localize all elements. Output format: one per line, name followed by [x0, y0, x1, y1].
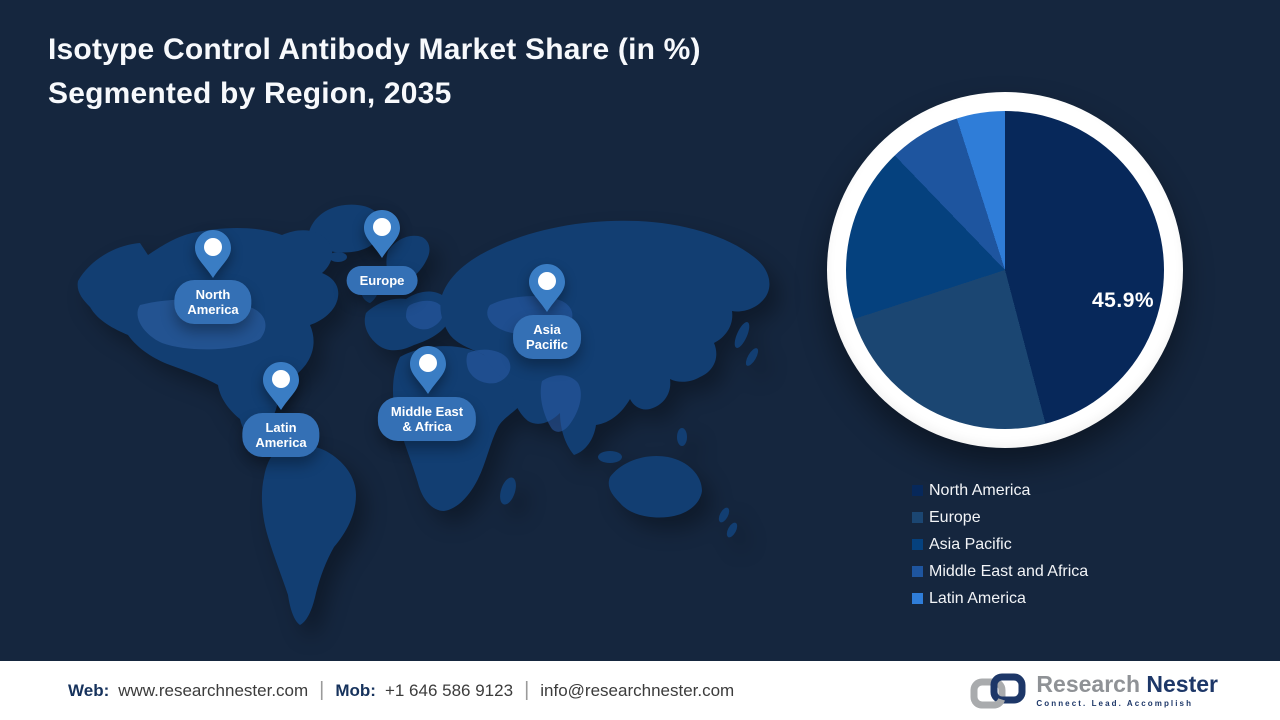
pie-chart-ring: 45.9%: [827, 92, 1183, 448]
pie-chart: 45.9%: [846, 111, 1164, 429]
region-label-europe: Europe: [346, 266, 418, 295]
location-pin-icon: [410, 346, 446, 394]
region-label-line: & Africa: [402, 419, 452, 434]
legend-item: Middle East and Africa: [912, 558, 1088, 585]
legend-item: Asia Pacific: [912, 531, 1088, 558]
research-nester-logo: Research Nester Connect. Lead. Accomplis…: [970, 672, 1218, 710]
legend-swatch-icon: [912, 593, 923, 604]
web-label: Web:: [68, 680, 110, 700]
region-label-latin-america: Latin America: [242, 413, 320, 457]
legend-swatch-icon: [912, 485, 923, 496]
region-label-middle-east-africa: Middle East & Africa: [377, 397, 477, 441]
logo-name-research: Research: [1036, 671, 1140, 697]
region-label-line: Middle East: [390, 404, 464, 419]
logo-tagline: Connect. Lead. Accomplish: [1036, 699, 1194, 708]
legend-swatch-icon: [912, 512, 923, 523]
logo-text: Research Nester Connect. Lead. Accomplis…: [1036, 673, 1218, 709]
region-label-line: Asia: [533, 322, 561, 337]
mob-label: Mob:: [335, 680, 376, 700]
legend-swatch-icon: [912, 539, 923, 550]
contact-info: Web: www.researchnester.com | Mob: +1 64…: [68, 679, 734, 702]
region-label-line: America: [187, 302, 239, 317]
separator: |: [524, 679, 530, 701]
legend-swatch-icon: [912, 566, 923, 577]
pie-data-label: 45.9%: [1092, 289, 1155, 312]
title-line-1: Isotype Control Antibody Market Share (i…: [48, 33, 701, 66]
email-address: info@researchnester.com: [540, 680, 735, 700]
region-label-line: North: [195, 287, 231, 302]
phone-number: +1 646 586 9123: [384, 680, 514, 700]
world-map: [77, 204, 770, 625]
logo-name-nester: Nester: [1146, 671, 1218, 697]
location-pin-icon: [364, 210, 400, 258]
legend-label: Latin America: [929, 589, 1026, 607]
legend-item: Europe: [912, 504, 1088, 531]
legend-label: Middle East and Africa: [929, 562, 1089, 580]
location-pin-icon: [263, 362, 299, 410]
legend-label: North America: [929, 481, 1031, 499]
title-line-2: Segmented by Region, 2035: [48, 77, 452, 110]
page-title: Isotype Control Antibody Market Share (i…: [48, 28, 888, 116]
legend-item: North America: [912, 477, 1088, 504]
region-label-north-america: North America: [174, 280, 252, 324]
logo-name: Research Nester: [1036, 673, 1218, 696]
region-label-asia-pacific: Asia Pacific: [513, 315, 581, 359]
region-label-line: Europe: [359, 273, 405, 288]
location-pin-icon: [195, 230, 231, 278]
footer-bar: Web: www.researchnester.com | Mob: +1 64…: [0, 661, 1280, 720]
chart-legend: North America Europe Asia Pacific Middle…: [912, 477, 1088, 612]
chain-links-icon: [970, 673, 1026, 708]
legend-item: Latin America: [912, 585, 1088, 612]
legend-label: Europe: [929, 508, 981, 526]
separator: |: [319, 679, 325, 701]
web-url: www.researchnester.com: [118, 680, 309, 700]
world-map-area: North America Europe Asia Pacific Middle…: [70, 185, 790, 645]
region-label-line: Pacific: [526, 337, 568, 352]
region-label-line: Latin: [265, 420, 297, 435]
region-label-line: America: [255, 435, 307, 450]
legend-label: Asia Pacific: [929, 535, 1012, 553]
location-pin-icon: [529, 264, 565, 312]
